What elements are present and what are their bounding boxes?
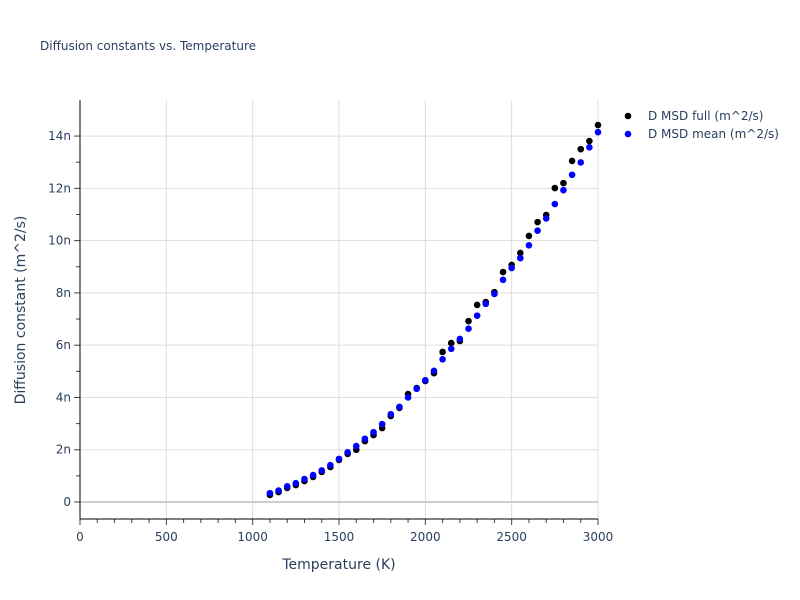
data-point bbox=[586, 137, 593, 145]
data-point bbox=[447, 345, 455, 353]
data-point bbox=[344, 449, 351, 456]
data-point bbox=[301, 475, 308, 483]
data-point bbox=[508, 264, 515, 272]
data-point bbox=[447, 339, 455, 347]
y-tick-label: 8n bbox=[56, 286, 71, 300]
data-point bbox=[439, 348, 446, 356]
data-point bbox=[370, 428, 377, 436]
data-point bbox=[586, 144, 593, 151]
y-tick-label: 0 bbox=[63, 495, 71, 509]
x-tick-label: 1500 bbox=[324, 530, 355, 544]
y-tick-label: 6n bbox=[56, 338, 71, 352]
data-point bbox=[404, 394, 412, 401]
data-point bbox=[594, 128, 602, 136]
data-point bbox=[534, 227, 541, 234]
data-point bbox=[361, 435, 369, 443]
data-point bbox=[275, 487, 282, 494]
data-point bbox=[378, 420, 386, 428]
data-point bbox=[422, 376, 429, 384]
data-point bbox=[525, 242, 533, 249]
gridlines bbox=[80, 100, 599, 519]
x-tick-label: 1000 bbox=[237, 530, 268, 544]
data-point bbox=[568, 157, 576, 165]
data-point bbox=[456, 335, 464, 343]
legend-label: D MSD full (m^2/s) bbox=[648, 109, 763, 123]
data-point bbox=[551, 200, 559, 208]
x-axis-label: Temperature (K) bbox=[281, 557, 395, 573]
data-point bbox=[473, 301, 481, 309]
data-point bbox=[499, 276, 507, 284]
data-point bbox=[551, 184, 559, 192]
data-point bbox=[465, 317, 472, 325]
data-points bbox=[266, 121, 602, 499]
data-point bbox=[413, 385, 421, 393]
data-point bbox=[577, 159, 585, 166]
data-point bbox=[542, 215, 550, 222]
y-tick-label: 10n bbox=[48, 234, 71, 248]
data-point bbox=[473, 312, 481, 319]
data-point bbox=[499, 268, 507, 276]
data-point bbox=[266, 489, 274, 497]
y-tick-label: 4n bbox=[56, 390, 71, 404]
legend-marker bbox=[624, 112, 632, 120]
data-point bbox=[387, 410, 395, 418]
data-point bbox=[534, 218, 541, 226]
data-point bbox=[396, 403, 403, 411]
legend-label: D MSD mean (m^2/s) bbox=[648, 127, 779, 141]
data-point bbox=[465, 325, 472, 333]
x-tick-label: 2000 bbox=[410, 530, 441, 544]
y-tick-label: 12n bbox=[48, 181, 71, 195]
x-tick-label: 500 bbox=[155, 530, 178, 544]
data-point bbox=[491, 290, 498, 298]
data-point bbox=[309, 471, 317, 479]
axes: 0 500 1000 1500 2000 2500 3000 0 2n 4n 6n 8n 10n 12n 1… bbox=[48, 100, 613, 544]
data-point bbox=[568, 171, 576, 179]
data-point bbox=[335, 455, 343, 463]
data-point bbox=[292, 479, 300, 487]
data-point bbox=[327, 461, 334, 469]
y-axis-label: Diffusion constant (m^2/s) bbox=[13, 216, 29, 405]
data-point bbox=[352, 442, 360, 450]
data-point bbox=[318, 467, 326, 474]
data-point bbox=[594, 121, 602, 129]
data-point bbox=[560, 186, 567, 194]
data-point bbox=[430, 367, 438, 375]
legend-marker bbox=[624, 130, 632, 138]
data-point bbox=[482, 300, 490, 308]
data-point bbox=[525, 232, 533, 240]
y-tick-label: 14n bbox=[48, 129, 71, 143]
data-point bbox=[577, 145, 585, 153]
x-tick-label: 0 bbox=[76, 530, 84, 544]
data-point bbox=[283, 483, 291, 490]
data-point bbox=[439, 355, 446, 363]
x-tick-label: 3000 bbox=[583, 530, 614, 544]
legend[interactable]: D MSD full (m^2/s) D MSD mean (m^2/s) bbox=[624, 109, 779, 141]
chart-title: Diffusion constants vs. Temperature bbox=[40, 39, 256, 53]
data-point bbox=[517, 249, 524, 257]
data-point bbox=[517, 254, 524, 262]
data-point bbox=[560, 179, 567, 187]
y-tick-label: 2n bbox=[56, 443, 71, 457]
x-tick-label: 2500 bbox=[496, 530, 527, 544]
